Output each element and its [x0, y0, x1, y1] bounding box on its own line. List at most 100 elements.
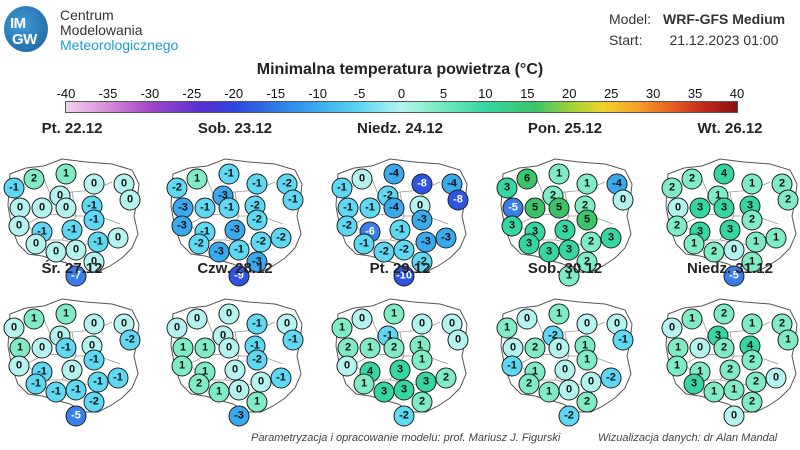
temperature-station: 1 — [331, 317, 353, 339]
temperature-station: -1 — [218, 163, 240, 185]
map-date: Niedz. 24.12 — [357, 120, 443, 137]
temperature-station: -3 — [415, 231, 437, 253]
temperature-station: 1 — [538, 381, 560, 403]
temperature-station: 3 — [600, 227, 622, 249]
temperature-station: 1 — [741, 251, 763, 273]
temperature-station: 0 — [3, 317, 25, 339]
temperature-station: -2 — [119, 329, 141, 351]
temperature-station: -1 — [218, 197, 240, 219]
temperature-station: 1 — [741, 313, 763, 335]
day-map: Sob. 23.12 -1 1 -2 -1 -2 -3 -1 -3 -1 -1 -2 -3 -1 -3 -2-… — [165, 120, 315, 287]
day-map: Czw. 28.12 0 0 0 -1 0 0 -1 1 1 0 -1 1 1 0 -2 2 1 0 0 1 -1 -3 — [165, 260, 315, 427]
model-credit: Parametryzacja i opracowanie modelu: pro… — [251, 432, 561, 444]
temperature-station: -1 — [45, 381, 67, 403]
temperature-station: 6 — [516, 168, 538, 190]
temperature-station: 1 — [23, 308, 45, 330]
colorbar-tick-label: -10 — [308, 86, 328, 101]
colorbar-tick-label: 20 — [562, 86, 577, 101]
temperature-station: 0 — [83, 173, 105, 195]
temperature-station: -1 — [61, 219, 83, 241]
temperature-station: -1 — [612, 329, 634, 351]
temperature-station: 1 — [411, 349, 433, 371]
map-date: Sob. 30.12 — [527, 260, 603, 277]
temperature-station: 5 — [548, 197, 570, 219]
temperature-station: -8 — [447, 189, 469, 211]
temperature-station: 0 — [119, 189, 141, 211]
temperature-station: 3 — [689, 197, 711, 219]
temperature-station: 1 — [55, 163, 77, 185]
temperature-station: 1 — [171, 355, 193, 377]
colorbar-tick-label: -15 — [266, 86, 286, 101]
temperature-station: 2 — [411, 391, 433, 413]
temperature-station: 0 — [65, 239, 87, 261]
colorbar-tick-label: -40 — [56, 86, 76, 101]
temperature-station: -1 — [25, 373, 47, 395]
colorbar-tick-label: 30 — [645, 86, 661, 101]
day-map: Sob. 30.12 1 0 1 0 0 -2 -1 0 2 0 1 -1 1 0 1 2 1 0 0 2 -2 -2 — [495, 260, 645, 427]
temperature-station: -8 — [411, 173, 433, 195]
temperature-station: -2 — [246, 349, 268, 371]
colorbar-tick-label: 0 — [397, 86, 406, 101]
day-map: Pt. 29.12 1 0 1 0 0 -1 0 2 1 2 1 0 4 3 1 1 3 3 3 2 2 -2 — [330, 260, 480, 427]
temperature-station: 0 — [447, 329, 469, 351]
temperature-station: 0 — [166, 317, 188, 339]
temperature-station: 0 — [83, 251, 105, 273]
temperature-station: 0 — [661, 317, 683, 339]
temperature-station: 2 — [681, 168, 703, 190]
model-info: Model: WRF-GFS Medium — [609, 11, 785, 27]
temperature-station: 5 — [524, 197, 546, 219]
temperature-station: 1 — [383, 303, 405, 325]
temperature-station: 0 — [61, 359, 83, 381]
temperature-station: 0 — [31, 197, 53, 219]
colorbar-tick-label: 35 — [687, 86, 703, 101]
temperature-station: 2 — [666, 215, 688, 237]
temperature-station: 0 — [576, 313, 598, 335]
temperature-station: 2 — [524, 337, 546, 359]
map-date: Czw. 28.12 — [197, 260, 273, 277]
temperature-station: -2 — [188, 233, 210, 255]
temperature-station: 2 — [741, 349, 763, 371]
temperature-station: 1 — [359, 337, 381, 359]
temperature-colorbar — [65, 101, 738, 113]
start-value: 21.12.2023 01:00 — [669, 32, 779, 48]
temperature-station: -1 — [359, 197, 381, 219]
temperature-station: -4 — [383, 197, 405, 219]
temperature-station: -2 — [411, 251, 433, 273]
temperature-station: -3 — [224, 219, 246, 241]
temperature-station: 1 — [496, 317, 518, 339]
temperature-station: 0 — [765, 367, 787, 389]
temperature-station: 3 — [389, 359, 411, 381]
temperature-station: 2 — [576, 251, 598, 273]
temperature-station: 3 — [713, 197, 735, 219]
temperature-station: 0 — [612, 189, 634, 211]
colorbar-tick-label: 25 — [603, 86, 619, 101]
temperature-station: -1 — [228, 239, 250, 261]
temperature-station: -2 — [336, 215, 358, 237]
temperature-station: 0 — [25, 233, 47, 255]
temperature-station: -2 — [558, 405, 580, 427]
visualization-credit: Wizualizacja danych: dr Alan Mandal — [598, 432, 778, 444]
temperature-station: 1 — [246, 391, 268, 413]
temperature-station: 0 — [723, 405, 745, 427]
temperature-station: 1 — [683, 233, 705, 255]
logo-text-line3: Meteorologicznego — [60, 37, 179, 53]
logo-mark-line1: IM — [10, 15, 26, 32]
temperature-station: 0 — [224, 359, 246, 381]
temperature-station: -1 — [55, 337, 77, 359]
temperature-station: -9 — [228, 265, 250, 287]
temperature-station: 0 — [351, 168, 373, 190]
temperature-station: 2 — [576, 391, 598, 413]
temperature-station: 3 — [415, 371, 437, 393]
temperature-station: 1 — [548, 163, 570, 185]
start-info: Start: 21.12.2023 01:00 — [609, 32, 778, 48]
temperature-station: -2 — [83, 391, 105, 413]
temperature-station: 3 — [538, 241, 560, 263]
temperature-station: 0 — [558, 379, 580, 401]
temperature-station: 1 — [777, 329, 799, 351]
temperature-station: -1 — [246, 173, 268, 195]
day-map: Wt. 26.12 4 2 2 1 2 1 2 0 3 3 3 2 3 3 2 1 2 0 1 1 1 -5 — [660, 120, 800, 287]
temperature-station: -1 — [270, 367, 292, 389]
temperature-station: -2 — [600, 367, 622, 389]
temperature-station: 0 — [667, 197, 689, 219]
map-date: Niedz. 31.12 — [687, 260, 773, 277]
